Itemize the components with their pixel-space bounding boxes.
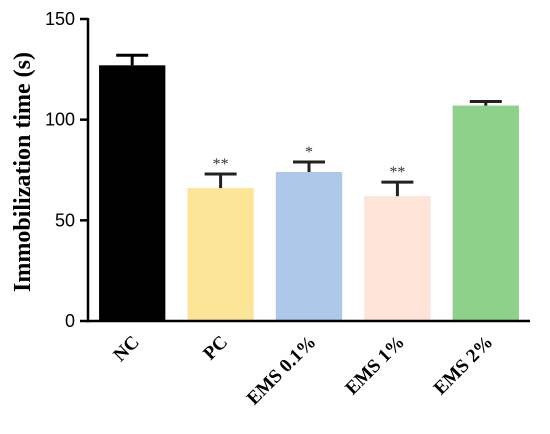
significance-marker: *: [305, 144, 313, 161]
significance-markers: *****: [213, 144, 406, 181]
y-tick-label: 150: [45, 9, 75, 29]
x-category-label: EMS 1%: [341, 332, 408, 399]
bar: [187, 188, 254, 321]
bars: [99, 65, 519, 321]
x-category-label: EMS 2%: [430, 332, 497, 399]
y-axis-title: Immobilization time (s): [10, 52, 36, 292]
bar: [275, 172, 343, 321]
bar: [364, 196, 431, 321]
x-category-label: NC: [109, 332, 143, 366]
y-tick-label: 100: [45, 110, 75, 130]
bar: [452, 105, 519, 321]
x-axis-labels: NC PC EMS 0.1% EMS 1% EMS 2%: [109, 332, 497, 410]
bar: [99, 65, 166, 321]
significance-marker: **: [213, 156, 229, 173]
significance-marker: **: [389, 164, 405, 181]
x-category-label: PC: [199, 332, 232, 365]
y-axis-ticks: 0 50 100 150: [45, 9, 88, 331]
y-tick-label: 50: [55, 210, 75, 230]
error-bars: [116, 53, 502, 197]
x-category-label: EMS 0.1%: [243, 332, 321, 410]
y-tick-label: 0: [65, 311, 75, 331]
